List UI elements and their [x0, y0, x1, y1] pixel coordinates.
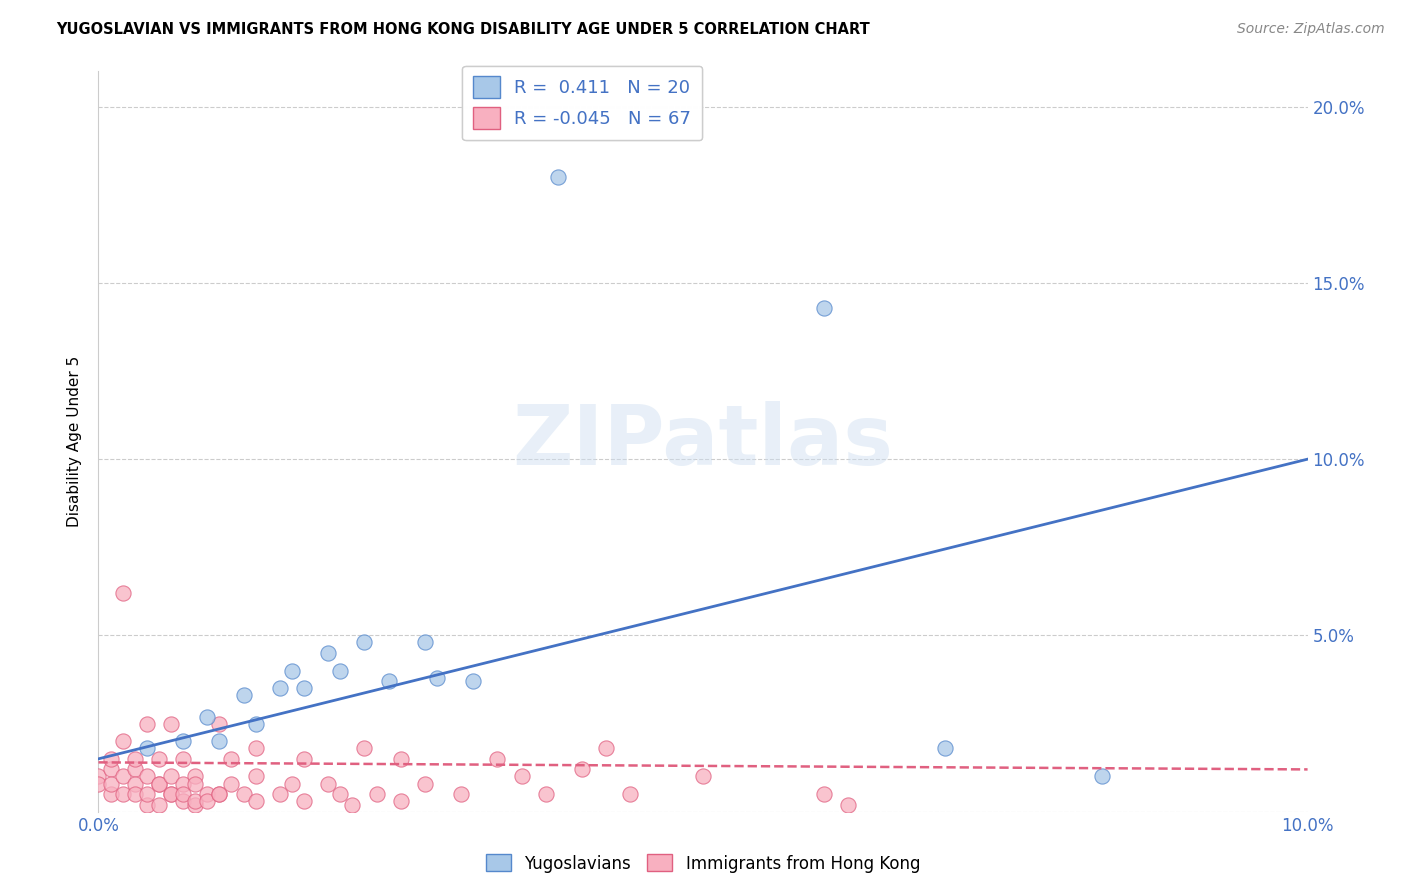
- Point: [124, 752, 146, 766]
- Point: [124, 776, 146, 790]
- Point: [245, 769, 267, 783]
- Point: [184, 797, 207, 812]
- Text: Source: ZipAtlas.com: Source: ZipAtlas.com: [1237, 22, 1385, 37]
- Point: [195, 787, 218, 801]
- Point: [195, 794, 218, 808]
- Point: [245, 741, 267, 756]
- Point: [148, 752, 170, 766]
- Point: [486, 752, 509, 766]
- Point: [316, 776, 339, 790]
- Point: [463, 674, 485, 689]
- Point: [184, 794, 207, 808]
- Point: [232, 787, 254, 801]
- Point: [111, 586, 134, 600]
- Point: [135, 716, 157, 731]
- Point: [329, 664, 352, 678]
- Point: [100, 763, 122, 777]
- Text: ZIPatlas: ZIPatlas: [513, 401, 893, 482]
- Point: [172, 776, 194, 790]
- Point: [389, 752, 412, 766]
- Point: [172, 787, 194, 801]
- Point: [111, 787, 134, 801]
- Legend: R =  0.411   N = 20, R = -0.045   N = 67: R = 0.411 N = 20, R = -0.045 N = 67: [463, 66, 702, 140]
- Point: [813, 787, 835, 801]
- Point: [571, 763, 593, 777]
- Point: [534, 787, 557, 801]
- Point: [366, 787, 388, 801]
- Point: [111, 734, 134, 748]
- Point: [281, 776, 304, 790]
- Point: [329, 787, 352, 801]
- Point: [184, 776, 207, 790]
- Point: [208, 734, 231, 748]
- Point: [342, 797, 364, 812]
- Point: [160, 769, 183, 783]
- Point: [87, 776, 110, 790]
- Point: [837, 797, 859, 812]
- Point: [135, 741, 157, 756]
- Point: [160, 716, 183, 731]
- Point: [124, 763, 146, 777]
- Point: [100, 776, 122, 790]
- Point: [148, 776, 170, 790]
- Point: [353, 741, 375, 756]
- Point: [135, 797, 157, 812]
- Point: [245, 794, 267, 808]
- Point: [692, 769, 714, 783]
- Point: [413, 635, 436, 649]
- Point: [1091, 769, 1114, 783]
- Point: [426, 671, 449, 685]
- Point: [135, 787, 157, 801]
- Point: [100, 787, 122, 801]
- Point: [221, 776, 243, 790]
- Point: [316, 646, 339, 660]
- Point: [135, 769, 157, 783]
- Point: [208, 787, 231, 801]
- Point: [172, 734, 194, 748]
- Point: [208, 787, 231, 801]
- Point: [124, 787, 146, 801]
- Point: [389, 794, 412, 808]
- Point: [87, 769, 110, 783]
- Point: [281, 664, 304, 678]
- Text: YUGOSLAVIAN VS IMMIGRANTS FROM HONG KONG DISABILITY AGE UNDER 5 CORRELATION CHAR: YUGOSLAVIAN VS IMMIGRANTS FROM HONG KONG…: [56, 22, 870, 37]
- Point: [292, 794, 315, 808]
- Point: [100, 752, 122, 766]
- Point: [450, 787, 472, 801]
- Point: [510, 769, 533, 783]
- Legend: Yugoslavians, Immigrants from Hong Kong: Yugoslavians, Immigrants from Hong Kong: [479, 847, 927, 880]
- Point: [269, 787, 291, 801]
- Point: [377, 674, 399, 689]
- Point: [172, 794, 194, 808]
- Point: [269, 681, 291, 696]
- Point: [111, 769, 134, 783]
- Point: [221, 752, 243, 766]
- Point: [172, 752, 194, 766]
- Y-axis label: Disability Age Under 5: Disability Age Under 5: [67, 356, 83, 527]
- Point: [547, 170, 569, 185]
- Point: [353, 635, 375, 649]
- Point: [232, 689, 254, 703]
- Point: [245, 716, 267, 731]
- Point: [160, 787, 183, 801]
- Point: [195, 709, 218, 723]
- Point: [292, 752, 315, 766]
- Point: [208, 716, 231, 731]
- Point: [813, 301, 835, 315]
- Point: [934, 741, 956, 756]
- Point: [292, 681, 315, 696]
- Point: [160, 787, 183, 801]
- Point: [619, 787, 641, 801]
- Point: [148, 776, 170, 790]
- Point: [595, 741, 617, 756]
- Point: [184, 769, 207, 783]
- Point: [148, 797, 170, 812]
- Point: [413, 776, 436, 790]
